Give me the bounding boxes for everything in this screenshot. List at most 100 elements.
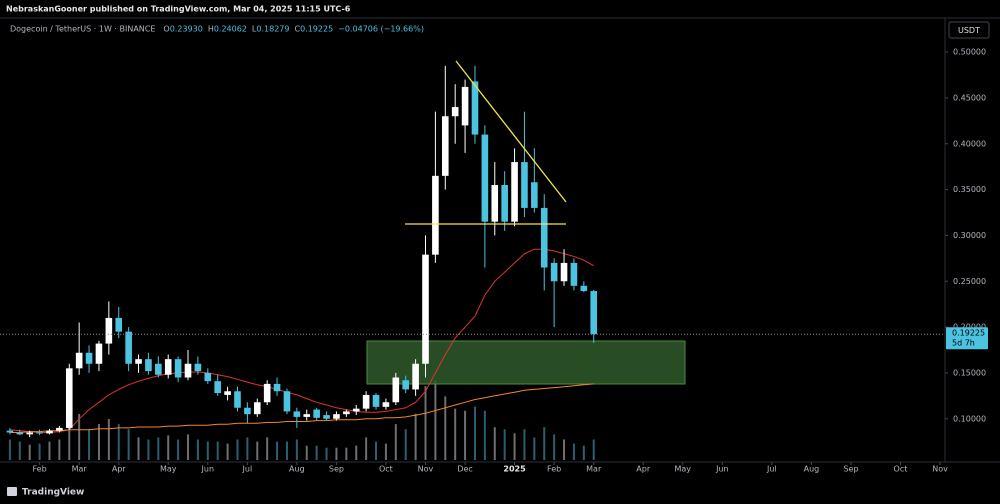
- x-tick-label: Sep: [329, 465, 344, 474]
- watermark-text: TradingView: [22, 488, 84, 498]
- candle-body: [6, 430, 14, 433]
- symbol: Dogecoin / TetherUS · 1W · BINANCE: [10, 25, 155, 34]
- candle-body: [343, 411, 350, 415]
- volume-bar: [483, 410, 486, 460]
- volume-bar: [473, 406, 476, 460]
- x-tick-label: Oct: [894, 465, 908, 474]
- volume-bar: [18, 441, 21, 460]
- candle-body: [155, 363, 162, 375]
- volume-bar: [206, 441, 209, 460]
- volume-bar: [563, 439, 566, 460]
- x-tick-label: Jun: [201, 465, 215, 474]
- volume-bar: [157, 437, 160, 460]
- candle-body: [501, 185, 508, 222]
- logo: [7, 487, 17, 496]
- volume-bar: [28, 444, 31, 460]
- y-tick-label: 0.45000: [953, 93, 986, 102]
- x-tick-label: Jun: [715, 465, 729, 474]
- x-tick-label: Jul: [766, 465, 777, 474]
- volume-bar: [513, 433, 516, 460]
- candle-body: [323, 415, 330, 419]
- volume-bar: [177, 439, 180, 460]
- candle-body: [105, 317, 113, 344]
- candle-body: [451, 107, 459, 117]
- price-badge: [946, 327, 988, 350]
- candle-body: [362, 394, 370, 409]
- legend-value: 0.19225: [300, 25, 333, 34]
- currency: USDT: [958, 26, 980, 35]
- legend-value: 0.18279: [256, 25, 289, 34]
- watermark: TradingView: [7, 487, 84, 498]
- candle-body: [75, 352, 83, 369]
- volume-bar: [533, 437, 536, 460]
- candle-body: [461, 86, 469, 126]
- trend-line: [455, 60, 567, 203]
- candle-body: [441, 116, 449, 176]
- candle-body: [26, 432, 33, 435]
- volume-bar: [68, 408, 71, 460]
- plot: [0, 60, 945, 460]
- volume-bar: [147, 439, 150, 460]
- x-tick-label: Dec: [457, 465, 472, 474]
- volume-bar: [8, 439, 11, 460]
- moving-average: [9, 248, 594, 433]
- countdown: 5d 7h: [952, 339, 975, 348]
- candle-body: [402, 380, 410, 390]
- x-tick-label: Oct: [379, 465, 393, 474]
- candle-body: [590, 291, 598, 335]
- legend-label: L: [252, 25, 257, 34]
- candle-body: [164, 359, 172, 375]
- volume-bar: [117, 424, 120, 460]
- x-tick-label: Nov: [418, 465, 434, 474]
- candle-body: [16, 432, 24, 435]
- volume-bar: [196, 439, 199, 460]
- candle-body: [392, 377, 400, 403]
- x-tick-label: May: [160, 465, 177, 474]
- volume-bar: [444, 396, 447, 460]
- candle-body: [531, 182, 538, 208]
- x-tick-label: Apr: [112, 465, 127, 474]
- candle-body: [293, 411, 301, 417]
- candle-body: [412, 363, 419, 390]
- volume-bar: [78, 413, 81, 460]
- volume-bar: [236, 439, 239, 460]
- y-tick-label: 0.20000: [953, 323, 986, 332]
- currency-box: [948, 21, 990, 39]
- volume-bar: [572, 443, 575, 460]
- volume-bar: [167, 435, 170, 460]
- volume-bar: [464, 410, 467, 460]
- candle-body: [481, 134, 489, 222]
- volume-bar: [38, 443, 41, 460]
- x-tick-label: Nov: [932, 465, 948, 474]
- x-tick-label: Aug: [804, 465, 820, 474]
- volume-layer: [8, 380, 595, 460]
- candle-body: [253, 402, 261, 415]
- volume-bar: [355, 445, 358, 460]
- volume-bar: [285, 441, 288, 460]
- candle-body: [224, 391, 231, 395]
- candle-body: [422, 254, 429, 364]
- volume-bar: [543, 427, 546, 460]
- volume-bar: [582, 445, 585, 460]
- candle-body: [244, 407, 251, 415]
- volume-bar: [137, 437, 140, 460]
- volume-bar: [523, 429, 526, 460]
- volume-bar: [503, 429, 506, 460]
- volume-bar: [305, 445, 308, 460]
- y-tick-label: 0.25000: [953, 277, 986, 286]
- x-tick-label: Mar: [72, 465, 88, 474]
- volume-bar: [127, 429, 130, 460]
- x-tick-label: 2025: [503, 465, 526, 474]
- volume-bar: [592, 439, 595, 460]
- volume-bar: [276, 441, 279, 460]
- candle-body: [491, 185, 499, 222]
- x-tick-label: Aug: [289, 465, 305, 474]
- candle-body: [352, 408, 360, 412]
- y-tick-label: 0.35000: [953, 185, 986, 194]
- y-tick-label: 0.50000: [953, 48, 986, 57]
- x-tick-label: Jul: [242, 465, 253, 474]
- header: NebraskanGooner published on TradingView…: [6, 5, 351, 14]
- candle-body: [194, 363, 202, 372]
- volume-bar: [58, 439, 61, 460]
